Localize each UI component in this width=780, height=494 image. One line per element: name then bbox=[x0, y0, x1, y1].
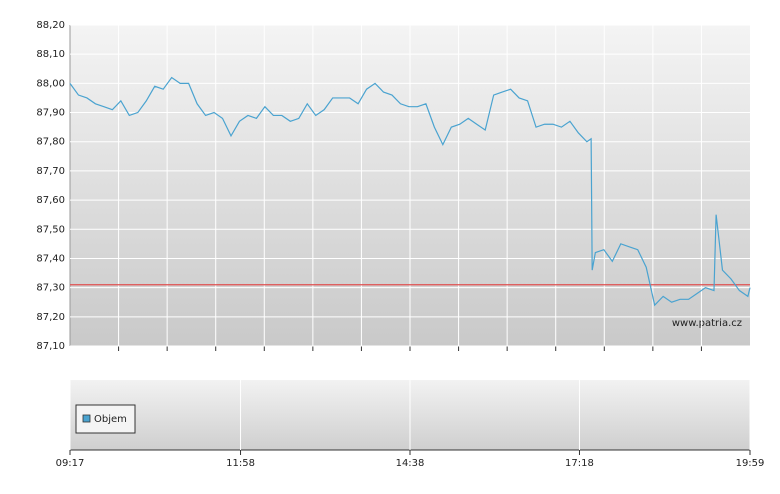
y-tick-label: 88,10 bbox=[36, 49, 65, 60]
y-tick-label: 87,40 bbox=[36, 253, 65, 264]
x-tick-label: 17:18 bbox=[565, 458, 594, 469]
watermark: www.patria.cz bbox=[672, 318, 742, 329]
y-tick-label: 87,30 bbox=[36, 283, 65, 294]
y-tick-label: 87,60 bbox=[36, 195, 65, 206]
y-tick-label: 87,70 bbox=[36, 166, 65, 177]
legend-swatch bbox=[82, 414, 91, 423]
y-tick-label: 87,80 bbox=[36, 137, 65, 148]
y-tick-label: 88,20 bbox=[36, 20, 65, 31]
legend-label: Objem bbox=[94, 414, 127, 425]
y-tick-label: 87,90 bbox=[36, 108, 65, 119]
y-tick-label: 87,50 bbox=[36, 224, 65, 235]
x-tick-label: 11:58 bbox=[226, 458, 255, 469]
x-tick-label: 09:17 bbox=[56, 458, 85, 469]
x-tick-label: 19:59 bbox=[736, 458, 765, 469]
price-line bbox=[69, 76, 751, 307]
x-tick-label: 14:38 bbox=[396, 458, 425, 469]
y-tick-label: 87,10 bbox=[36, 341, 65, 352]
y-tick-label: 88,00 bbox=[36, 78, 65, 89]
y-tick-label: 87,20 bbox=[36, 312, 65, 323]
legend-box bbox=[75, 404, 136, 434]
